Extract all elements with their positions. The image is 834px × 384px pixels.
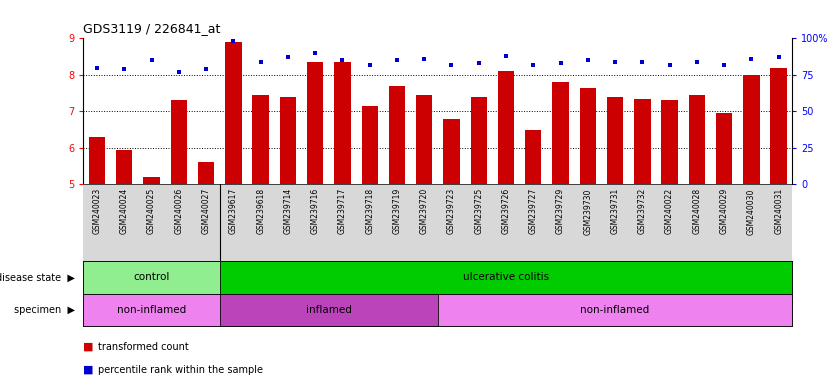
Point	[227, 38, 240, 45]
Bar	[171, 101, 187, 184]
Text: disease state  ▶: disease state ▶	[0, 272, 75, 283]
Bar	[438, 294, 792, 326]
Bar	[580, 88, 596, 184]
Bar	[716, 113, 732, 184]
Point	[663, 61, 676, 68]
Point	[526, 61, 540, 68]
Bar	[253, 95, 269, 184]
Text: inflamed: inflamed	[306, 305, 352, 315]
Text: GSM240023: GSM240023	[93, 188, 102, 234]
Text: non-inflamed: non-inflamed	[117, 305, 186, 315]
Bar	[89, 137, 105, 184]
Bar	[334, 62, 350, 184]
Point	[445, 61, 458, 68]
Point	[363, 61, 376, 68]
Text: specimen  ▶: specimen ▶	[14, 305, 75, 315]
Bar	[634, 99, 651, 184]
Bar	[689, 95, 705, 184]
Text: GSM239731: GSM239731	[610, 188, 620, 234]
Text: GSM240028: GSM240028	[692, 188, 701, 234]
Text: GSM240024: GSM240024	[120, 188, 128, 234]
Text: GSM239726: GSM239726	[501, 188, 510, 234]
Text: GSM239725: GSM239725	[475, 188, 483, 234]
Text: GSM240026: GSM240026	[174, 188, 183, 234]
Bar	[771, 68, 786, 184]
Bar	[143, 177, 160, 184]
Text: GSM239719: GSM239719	[393, 188, 401, 234]
Bar	[444, 119, 460, 184]
Text: transformed count: transformed count	[98, 341, 189, 352]
Point	[554, 60, 567, 66]
Point	[472, 60, 485, 66]
Text: GSM239717: GSM239717	[338, 188, 347, 234]
Text: non-inflamed: non-inflamed	[580, 305, 650, 315]
Point	[717, 61, 731, 68]
Bar	[389, 86, 405, 184]
Text: GSM240027: GSM240027	[202, 188, 211, 234]
Bar	[416, 95, 432, 184]
Text: GDS3119 / 226841_at: GDS3119 / 226841_at	[83, 22, 221, 35]
Point	[281, 54, 294, 60]
Bar	[116, 150, 133, 184]
Text: GSM240030: GSM240030	[747, 188, 756, 235]
Bar	[498, 71, 515, 184]
Point	[581, 57, 595, 63]
Bar	[219, 294, 438, 326]
Text: control: control	[133, 272, 170, 283]
Text: ■: ■	[83, 364, 94, 375]
Point	[390, 57, 404, 63]
Point	[418, 56, 431, 62]
Text: ulcerative colitis: ulcerative colitis	[463, 272, 549, 283]
Text: GSM239716: GSM239716	[310, 188, 319, 234]
Text: GSM239723: GSM239723	[447, 188, 456, 234]
Point	[145, 57, 158, 63]
Bar	[361, 106, 378, 184]
Bar	[552, 82, 569, 184]
Text: GSM239729: GSM239729	[556, 188, 565, 234]
Point	[172, 69, 185, 75]
Bar	[307, 62, 324, 184]
Bar	[219, 261, 792, 294]
Text: ■: ■	[83, 341, 94, 352]
Point	[500, 53, 513, 59]
Bar	[198, 162, 214, 184]
Point	[309, 50, 322, 56]
Text: GSM239718: GSM239718	[365, 188, 374, 234]
Point	[772, 54, 786, 60]
Text: GSM239730: GSM239730	[583, 188, 592, 235]
Bar	[279, 97, 296, 184]
Bar	[607, 97, 623, 184]
Text: GSM240022: GSM240022	[665, 188, 674, 234]
Bar	[83, 294, 219, 326]
Text: GSM239727: GSM239727	[529, 188, 538, 234]
Text: percentile rank within the sample: percentile rank within the sample	[98, 364, 264, 375]
Text: GSM239732: GSM239732	[638, 188, 647, 234]
Bar	[225, 42, 242, 184]
Text: GSM240025: GSM240025	[147, 188, 156, 234]
Text: GSM239714: GSM239714	[284, 188, 293, 234]
Point	[636, 59, 649, 65]
Bar	[525, 130, 541, 184]
Point	[118, 66, 131, 72]
Point	[254, 59, 267, 65]
Point	[608, 59, 621, 65]
Text: GSM239720: GSM239720	[420, 188, 429, 234]
Point	[199, 66, 213, 72]
Bar	[661, 101, 678, 184]
Point	[336, 57, 349, 63]
Point	[691, 59, 704, 65]
Bar	[83, 261, 219, 294]
Text: GSM239618: GSM239618	[256, 188, 265, 234]
Text: GSM239617: GSM239617	[229, 188, 238, 234]
Point	[745, 56, 758, 62]
Point	[90, 65, 103, 71]
Bar	[743, 75, 760, 184]
Text: GSM240031: GSM240031	[774, 188, 783, 234]
Bar	[470, 97, 487, 184]
Text: GSM240029: GSM240029	[720, 188, 729, 234]
